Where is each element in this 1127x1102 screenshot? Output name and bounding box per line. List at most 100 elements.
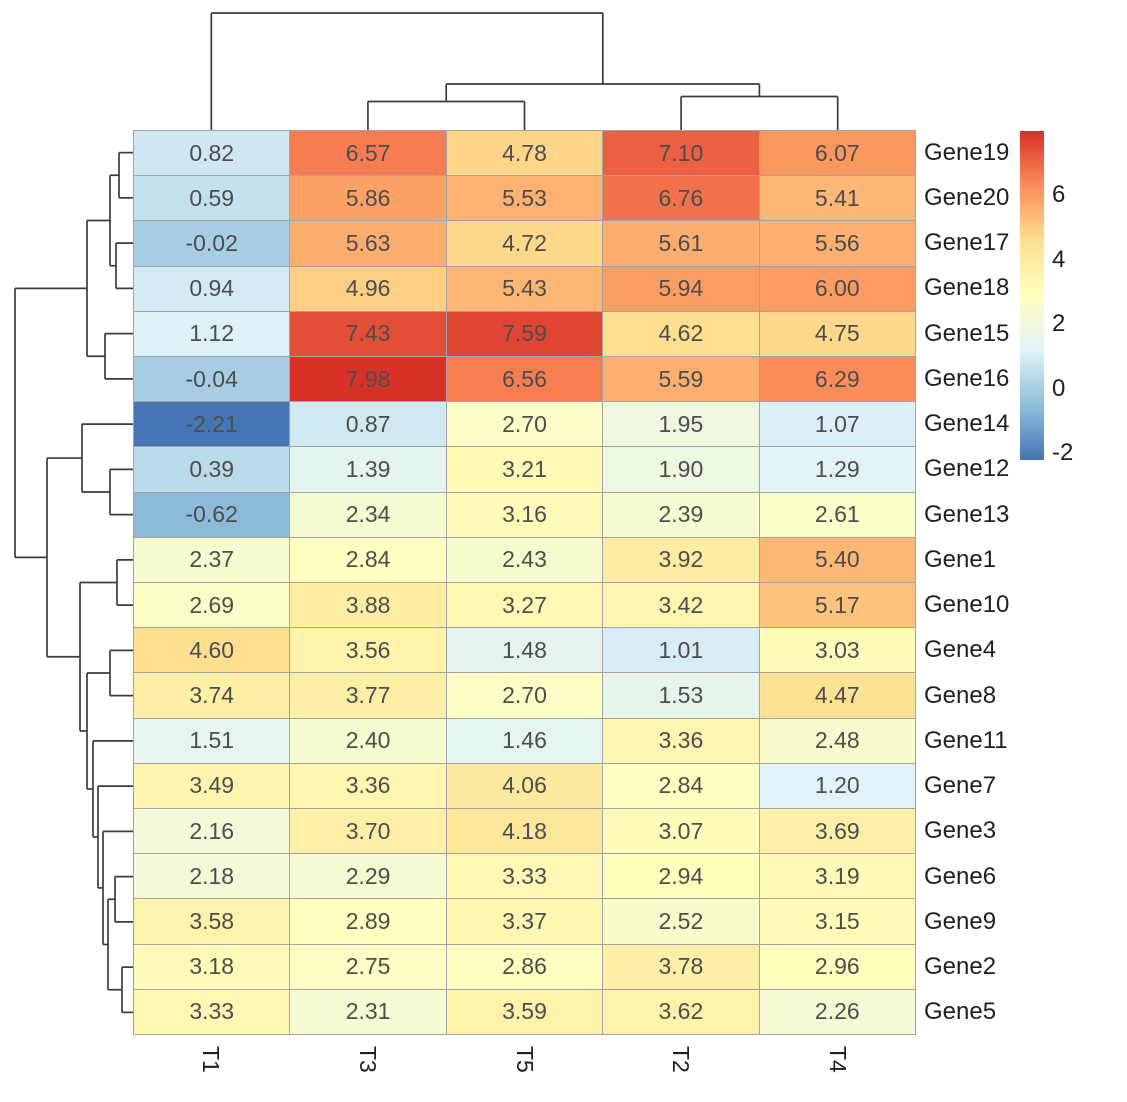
column-dendrogram (210, 12, 839, 131)
heatmap-cell: 0.94 (134, 266, 290, 311)
heatmap-cell: 3.78 (603, 944, 759, 989)
heatmap-cell: 3.15 (759, 899, 915, 944)
heatmap-cell: 2.61 (759, 492, 915, 537)
heatmap-cell: -0.04 (134, 357, 290, 402)
legend-tick-label: 0 (1052, 374, 1066, 402)
heatmap-cell: -2.21 (134, 402, 290, 447)
heatmap-cell: 7.59 (446, 311, 603, 356)
legend-tick-label: -2 (1052, 439, 1074, 467)
column-label: T5 (511, 1046, 538, 1073)
heatmap-cell: 5.59 (603, 357, 759, 402)
heatmap-cell: 5.94 (603, 266, 759, 311)
heatmap-cell: 7.43 (290, 311, 446, 356)
heatmap-cell: 1.48 (446, 628, 603, 673)
heatmap-cell: 3.88 (290, 583, 446, 628)
heatmap-cell: 1.07 (759, 402, 915, 447)
column-label: T2 (668, 1046, 695, 1073)
heatmap-cell: 1.46 (446, 718, 603, 763)
heatmap-grid: 0.82 6.57 4.78 7.10 6.07 0.59 5.86 5.53 6.76 5.41… (133, 130, 916, 1035)
row-label: Gene8 (924, 681, 997, 709)
row-label: Gene9 (924, 907, 997, 935)
row-label: Gene12 (924, 455, 1010, 483)
heatmap-cell: 2.43 (446, 537, 603, 582)
heatmap-cell: 2.52 (603, 899, 759, 944)
heatmap-cell: 2.31 (290, 989, 446, 1034)
heatmap-cell: 5.63 (290, 221, 446, 266)
heatmap-cell: 3.16 (446, 492, 603, 537)
heatmap-cell: 6.76 (603, 176, 759, 221)
heatmap-cell: 6.56 (446, 357, 603, 402)
row-label: Gene20 (924, 183, 1010, 211)
row-label: Gene3 (924, 817, 997, 845)
heatmap-cell: 1.51 (134, 718, 290, 763)
row-label: Gene10 (924, 591, 1010, 619)
heatmap-cell: 2.18 (134, 854, 290, 899)
heatmap-cell: -0.02 (134, 221, 290, 266)
row-label: Gene13 (924, 500, 1010, 528)
heatmap-cell: 3.18 (134, 944, 290, 989)
row-label: Gene19 (924, 138, 1010, 166)
heatmap-cell: 3.69 (759, 809, 915, 854)
heatmap-cell: 1.90 (603, 447, 759, 492)
heatmap-cell: 4.60 (134, 628, 290, 673)
heatmap-cell: -0.62 (134, 492, 290, 537)
heatmap-cell: 3.36 (603, 718, 759, 763)
heatmap-cell: 5.86 (290, 176, 446, 221)
legend-tick-label: 6 (1052, 180, 1066, 208)
heatmap-cell: 4.75 (759, 311, 915, 356)
heatmap-cell: 5.40 (759, 537, 915, 582)
row-label: Gene11 (924, 726, 1008, 754)
heatmap-cell: 2.94 (603, 854, 759, 899)
heatmap-cell: 2.29 (290, 854, 446, 899)
heatmap-cell: 2.84 (603, 763, 759, 808)
row-label: Gene4 (924, 636, 997, 664)
heatmap-cell: 4.47 (759, 673, 915, 718)
heatmap-cell: 4.62 (603, 311, 759, 356)
heatmap-cell: 4.06 (446, 763, 603, 808)
column-label: T3 (354, 1046, 381, 1073)
heatmap-cell: 2.16 (134, 809, 290, 854)
row-label: Gene6 (924, 862, 997, 890)
row-label: Gene17 (924, 229, 1010, 257)
heatmap-cell: 3.33 (134, 989, 290, 1034)
heatmap-cell: 4.78 (446, 131, 603, 176)
heatmap-cell: 2.37 (134, 537, 290, 582)
heatmap-cell: 7.10 (603, 131, 759, 176)
row-label: Gene7 (924, 772, 997, 800)
heatmap-cell: 3.19 (759, 854, 915, 899)
heatmap-cell: 3.70 (290, 809, 446, 854)
row-label: Gene18 (924, 274, 1010, 302)
row-label: Gene2 (924, 953, 997, 981)
heatmap-cell: 4.72 (446, 221, 603, 266)
heatmap-cell: 1.39 (290, 447, 446, 492)
row-label: Gene16 (924, 364, 1010, 392)
heatmap-cell: 2.70 (446, 402, 603, 447)
heatmap-cell: 6.07 (759, 131, 915, 176)
heatmap-cell: 2.26 (759, 989, 915, 1034)
heatmap-cell: 3.03 (759, 628, 915, 673)
row-label: Gene1 (924, 545, 997, 573)
row-label: Gene5 (924, 998, 997, 1026)
heatmap-cell: 2.86 (446, 944, 603, 989)
heatmap-cell: 2.96 (759, 944, 915, 989)
heatmap-cell: 3.49 (134, 763, 290, 808)
heatmap-cell: 2.69 (134, 583, 290, 628)
heatmap-cell: 1.01 (603, 628, 759, 673)
heatmap-cell: 3.59 (446, 989, 603, 1034)
heatmap-cell: 0.87 (290, 402, 446, 447)
legend-gradient-bar (1020, 131, 1044, 460)
heatmap-cell: 2.70 (446, 673, 603, 718)
column-label: T4 (824, 1046, 851, 1073)
row-dendrogram (14, 151, 134, 1014)
heatmap-cell: 3.21 (446, 447, 603, 492)
heatmap-cell: 3.58 (134, 899, 290, 944)
heatmap-cell: 2.75 (290, 944, 446, 989)
heatmap-cell: 5.53 (446, 176, 603, 221)
heatmap-cell: 2.89 (290, 899, 446, 944)
heatmap-cell: 5.61 (603, 221, 759, 266)
heatmap-cell: 3.77 (290, 673, 446, 718)
heatmap-cell: 2.40 (290, 718, 446, 763)
row-label: Gene15 (924, 319, 1010, 347)
heatmap-cell: 3.27 (446, 583, 603, 628)
